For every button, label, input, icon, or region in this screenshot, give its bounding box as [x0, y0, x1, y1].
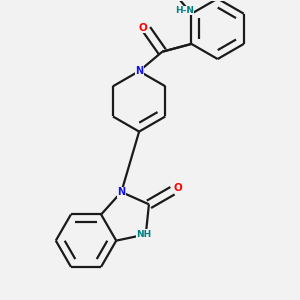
Text: N: N: [117, 187, 125, 197]
Text: O: O: [138, 23, 147, 33]
Text: O: O: [174, 182, 182, 193]
Text: H-N: H-N: [175, 6, 194, 15]
Text: N: N: [135, 66, 143, 76]
Text: NH: NH: [136, 230, 152, 239]
